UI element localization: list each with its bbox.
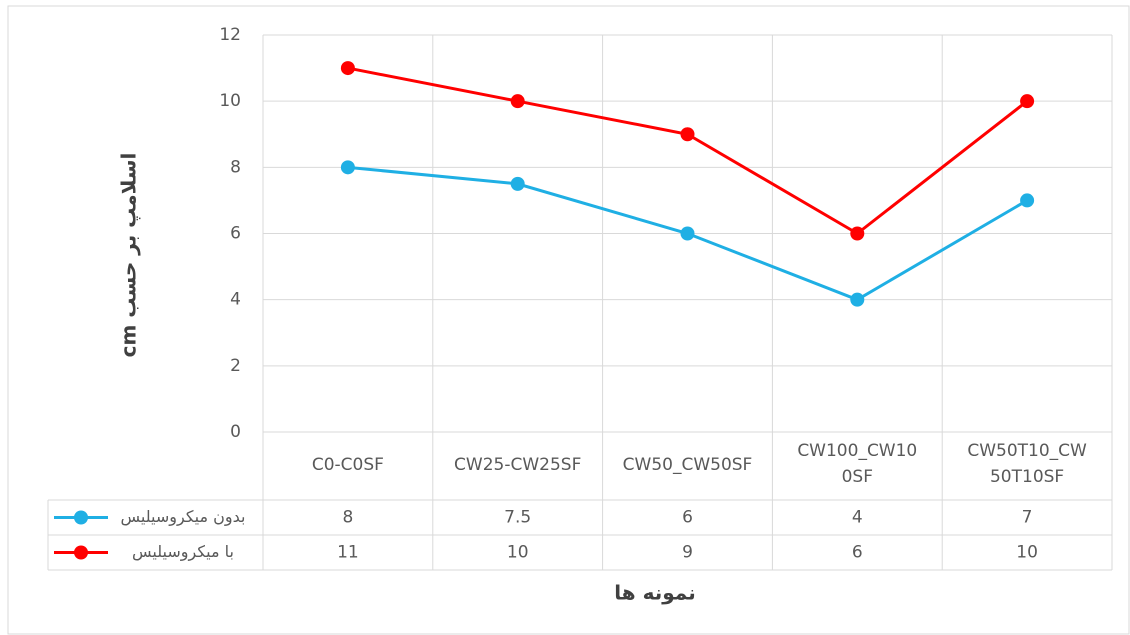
data-point (680, 226, 695, 241)
y-tick-label: 8 (230, 157, 241, 177)
table-value: 7.5 (504, 508, 531, 528)
data-point (340, 61, 355, 76)
table-value: 9 (682, 543, 693, 563)
y-tick-label: 0 (230, 422, 241, 442)
legend-marker (74, 510, 88, 525)
data-point (850, 226, 865, 241)
x-tick-label: CW50T10_CW50T10SF (967, 441, 1087, 487)
data-point (510, 176, 525, 191)
data-point (510, 94, 525, 109)
table-value: 4 (852, 508, 863, 528)
chart-border (7, 5, 1130, 635)
table-value: 7 (1022, 508, 1033, 528)
table-value: 8 (342, 508, 353, 528)
data-point (1020, 94, 1035, 109)
table-value: 10 (1016, 543, 1038, 563)
y-tick-label: 4 (230, 290, 241, 310)
table-value: 6 (852, 543, 863, 563)
y-axis-title: اسلامپ بر حسب cm (117, 153, 141, 358)
x-tick-label: CW25-CW25SF (454, 455, 582, 475)
legend-label: با میکروسیلیس (132, 542, 234, 562)
legend-label: بدون میکروسیلیس (121, 507, 246, 527)
data-point (850, 292, 865, 307)
legend-marker (74, 545, 88, 560)
data-point (340, 160, 355, 175)
x-axis-title: نمونه ها (614, 581, 695, 605)
y-tick-label: 2 (230, 356, 241, 376)
x-tick-label: CW50_CW50SF (622, 455, 753, 475)
table-value: 10 (507, 543, 529, 563)
series-line (347, 66, 1029, 236)
y-tick-label: 12 (219, 25, 241, 45)
x-tick-label: C0-C0SF (311, 455, 384, 475)
y-tick-label: 6 (230, 224, 241, 244)
table-value: 11 (337, 543, 359, 563)
table-value: 6 (682, 508, 693, 528)
x-tick-label: CW100_CW100SF (797, 441, 918, 487)
data-point (680, 127, 695, 142)
y-tick-label: 10 (219, 91, 241, 111)
data-point (1020, 193, 1035, 208)
